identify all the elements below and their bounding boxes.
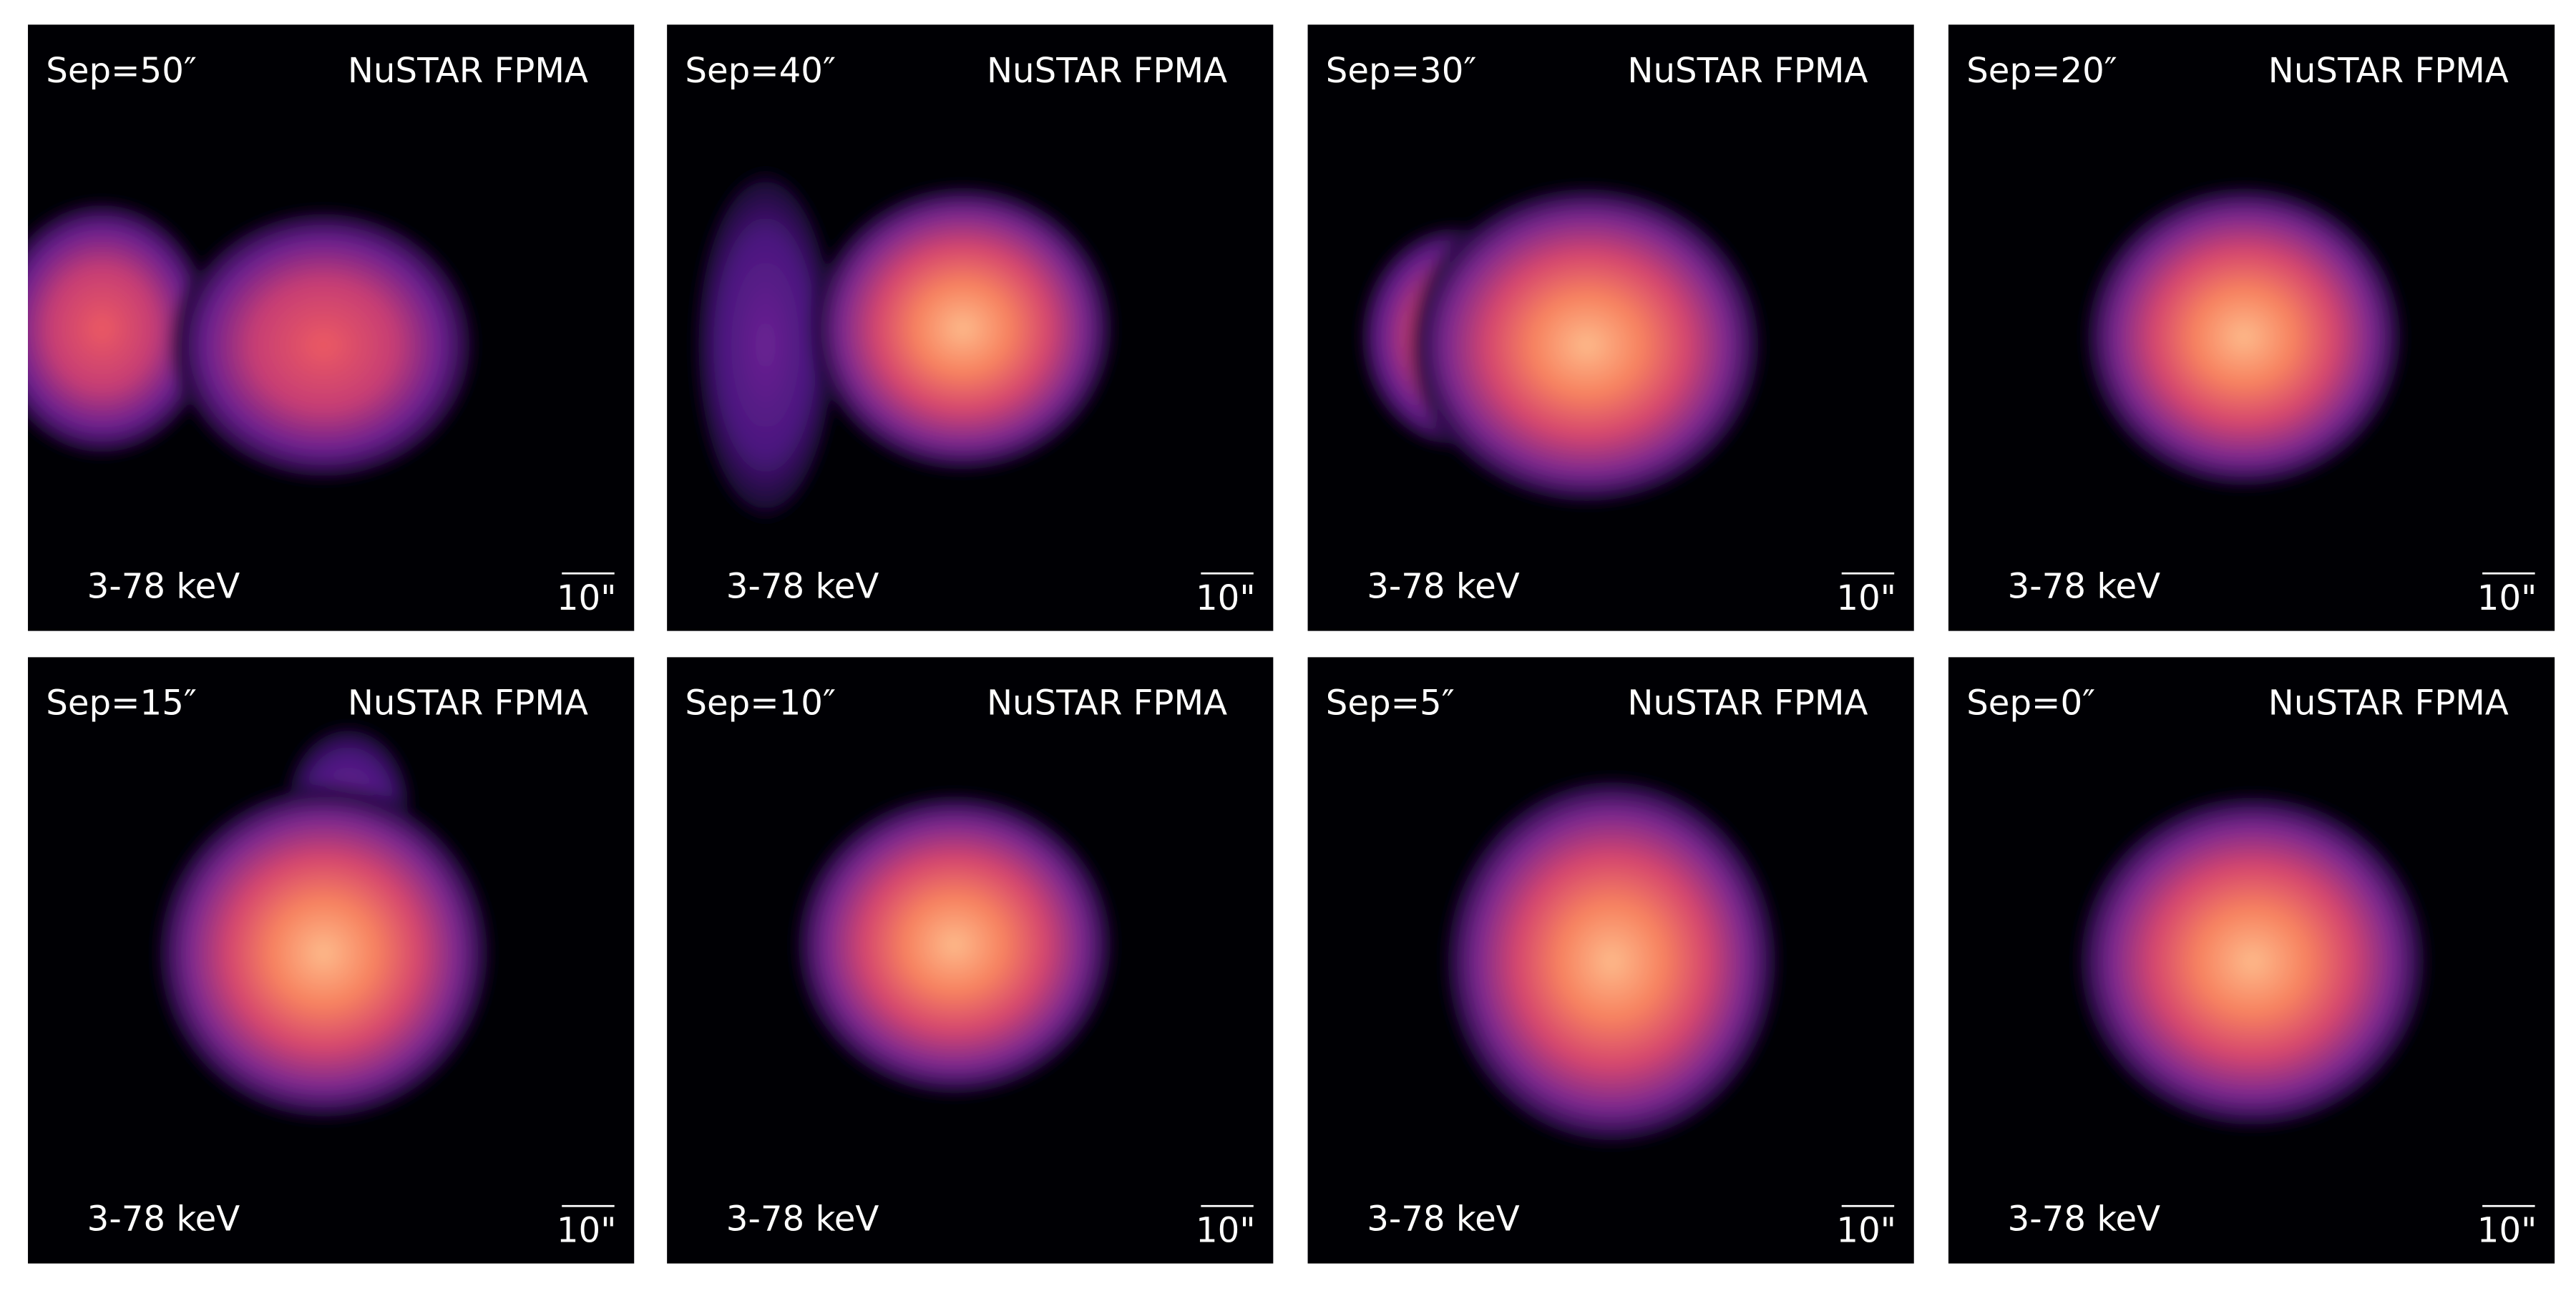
scale-label: 10" <box>1836 578 1896 618</box>
panel: Sep=20″ NuSTAR FPMA 3-78 keV 10" <box>1948 24 2555 631</box>
panel: Sep=10″ NuSTAR FPMA 3-78 keV 10" <box>667 657 1274 1264</box>
scale-label: 10" <box>557 578 617 618</box>
emission-blob <box>167 205 480 485</box>
scale-label: 10" <box>2477 1211 2537 1251</box>
scale-label: 10" <box>557 1211 617 1251</box>
panel: Sep=30″ NuSTAR FPMA 3-78 keV 10" <box>1307 24 1914 631</box>
energy-label: 3-78 keV <box>2008 1199 2161 1239</box>
scale-label: 10" <box>1836 1211 1896 1251</box>
panel: Sep=0″ NuSTAR FPMA 3-78 keV 10" <box>1948 657 2555 1264</box>
instrument-label: NuSTAR FPMA <box>2268 683 2509 724</box>
scale-label: 10" <box>1196 1211 1256 1251</box>
emission-blob <box>691 164 840 526</box>
energy-label: 3-78 keV <box>87 1199 240 1239</box>
energy-label: 3-78 keV <box>726 567 879 607</box>
image <box>790 789 1119 1101</box>
image <box>691 164 1119 526</box>
emission-blob <box>2079 180 2409 493</box>
image <box>2072 789 2434 1134</box>
scale-label: 10" <box>2477 578 2537 618</box>
energy-label: 3-78 keV <box>1367 1199 1520 1239</box>
emission-blob <box>806 180 1119 477</box>
image <box>151 723 497 1126</box>
separation-label: Sep=20″ <box>1966 51 2117 91</box>
separation-label: Sep=40″ <box>685 51 836 91</box>
emission-blob <box>2072 789 2434 1134</box>
instrument-label: NuSTAR FPMA <box>987 683 1227 724</box>
separation-label: Sep=0″ <box>1966 683 2095 724</box>
image <box>1439 772 1785 1151</box>
image <box>1357 180 1768 510</box>
panel: Sep=5″ NuSTAR FPMA 3-78 keV 10" <box>1307 657 1914 1264</box>
scale-label: 10" <box>1196 578 1256 618</box>
instrument-label: NuSTAR FPMA <box>2268 51 2509 91</box>
panel: Sep=15″ NuSTAR FPMA 3-78 keV 10" <box>28 657 635 1264</box>
instrument-label: NuSTAR FPMA <box>1627 683 1868 724</box>
instrument-label: NuSTAR FPMA <box>348 683 588 724</box>
image <box>2079 180 2409 493</box>
separation-label: Sep=5″ <box>1326 683 1455 724</box>
image <box>28 197 480 485</box>
separation-label: Sep=50″ <box>46 51 197 91</box>
instrument-label: NuSTAR FPMA <box>348 51 588 91</box>
energy-label: 3-78 keV <box>2008 567 2161 607</box>
instrument-label: NuSTAR FPMA <box>987 51 1227 91</box>
instrument-label: NuSTAR FPMA <box>1627 51 1868 91</box>
energy-label: 3-78 keV <box>87 567 240 607</box>
energy-label: 3-78 keV <box>726 1199 879 1239</box>
emission-blob <box>790 789 1119 1101</box>
emission-blob <box>151 780 497 1126</box>
separation-label: Sep=10″ <box>685 683 836 724</box>
separation-label: Sep=15″ <box>46 683 197 724</box>
panel: Sep=40″ NuSTAR FPMA 3-78 keV 10" <box>667 24 1274 631</box>
emission-blob <box>28 197 218 460</box>
energy-label: 3-78 keV <box>1367 567 1520 607</box>
separation-label: Sep=30″ <box>1326 51 1477 91</box>
emission-blob <box>1406 180 1768 510</box>
panel: Sep=50″ NuSTAR FPMA 3-78 keV 10" <box>28 24 635 631</box>
emission-blob <box>1439 772 1785 1151</box>
